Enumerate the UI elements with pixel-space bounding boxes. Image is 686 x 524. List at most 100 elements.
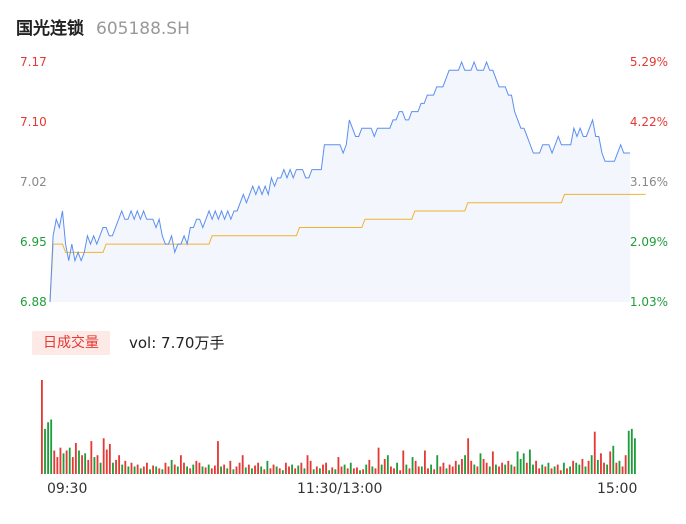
volume-bar [112,462,114,474]
volume-bar [501,462,504,474]
volume-bar [343,464,346,474]
volume-bar [146,462,148,474]
volume-bar [399,470,402,474]
volume-bar [544,466,547,474]
volume-bar [90,441,93,474]
volume-bar [538,468,541,474]
volume-bar [257,462,260,474]
volume-bar [634,438,636,474]
volume-bar [562,462,565,474]
volume-bar [473,464,476,474]
volume-bar [62,453,65,474]
volume-bar [547,462,550,474]
volume-bar [451,466,454,474]
volume-bar [229,460,232,474]
volume-bar [374,468,377,474]
volume-bar [504,464,507,474]
volume-bar [213,465,216,474]
volume-bar [491,451,494,474]
volume-bar [201,466,204,474]
volume-bar [587,460,590,474]
volume-bar [488,466,491,474]
volume-bar [220,466,222,474]
volume-bar [532,464,534,474]
volume-bar [467,438,470,474]
price-axis-ticks: 7.17 7.10 7.02 6.95 6.88 [20,55,47,309]
volume-bar [244,467,247,474]
price-tick: 7.17 [20,55,47,69]
volume-bar [498,466,500,474]
volume-bar [189,468,192,474]
price-tick: 6.95 [20,235,47,249]
volume-bar [56,457,59,474]
header: 国光连锁 605188.SH [16,14,190,39]
volume-bar [331,467,334,474]
volume-bar [510,464,513,474]
volume-bar [312,469,315,474]
volume-bar [396,462,399,474]
time-tick-midday: 11:30/13:00 [297,481,383,497]
volume-bar [176,466,179,474]
volume-bar [232,469,235,474]
volume-bar [99,462,102,474]
volume-bar [217,441,219,474]
volume-bar [377,447,380,474]
time-tick-open: 09:30 [47,481,88,497]
volume-bar [624,455,627,474]
volume-bar [303,468,306,474]
pct-tick: 1.03% [630,295,668,309]
volume-bar [482,458,485,474]
volume-bar [569,466,571,474]
volume-bar [464,455,466,474]
volume-bar [96,455,99,474]
volume-bar [433,469,436,474]
volume-bar [136,464,139,474]
volume-bar [461,458,463,474]
volume-bar [87,459,90,474]
volume-bar [584,466,587,474]
volume-bar [334,469,337,474]
volume-bars [41,380,636,474]
volume-bar [322,464,324,474]
time-tick-close: 15:00 [597,481,638,497]
volume-bar [507,460,510,474]
volume-bar [204,467,207,474]
volume-tab[interactable]: 日成交量 [32,331,110,355]
volume-bar [251,468,253,474]
volume-bar [102,438,105,474]
volume-bar [454,460,457,474]
volume-bar [559,470,562,474]
volume-bar [359,470,361,474]
volume-bar [417,466,420,474]
volume-bar [528,449,531,474]
volume-bar [297,465,300,474]
volume-bar [600,453,602,474]
volume-bar [615,462,618,474]
volume-bar [192,464,195,474]
volume-bar [71,457,74,474]
pct-axis-ticks: 5.29% 4.22% 3.16% 2.09% 1.03% [630,55,668,309]
volume-bar [278,468,281,474]
volume-bar [226,468,229,474]
volume-bar [596,459,599,474]
volume-bar [198,462,201,474]
volume-bar [105,449,108,474]
volume-bar [365,464,368,474]
volume-bar [281,470,284,474]
volume-bar [195,460,198,474]
volume-bar [448,464,451,474]
pct-tick: 2.09% [630,235,668,249]
volume-bar [519,458,522,474]
volume-bar [609,451,612,474]
volume-bar [118,455,121,474]
volume-bar [152,465,155,474]
volume-bar [439,466,442,474]
volume-bar [578,464,581,474]
volume-bar [618,460,621,474]
volume-bar [93,457,96,474]
volume-bar [127,466,130,474]
stock-name: 国光连锁 [16,19,84,39]
volume-bar [272,464,275,474]
stock-code: 605188.SH [96,19,190,39]
price-tick: 7.02 [20,175,47,189]
